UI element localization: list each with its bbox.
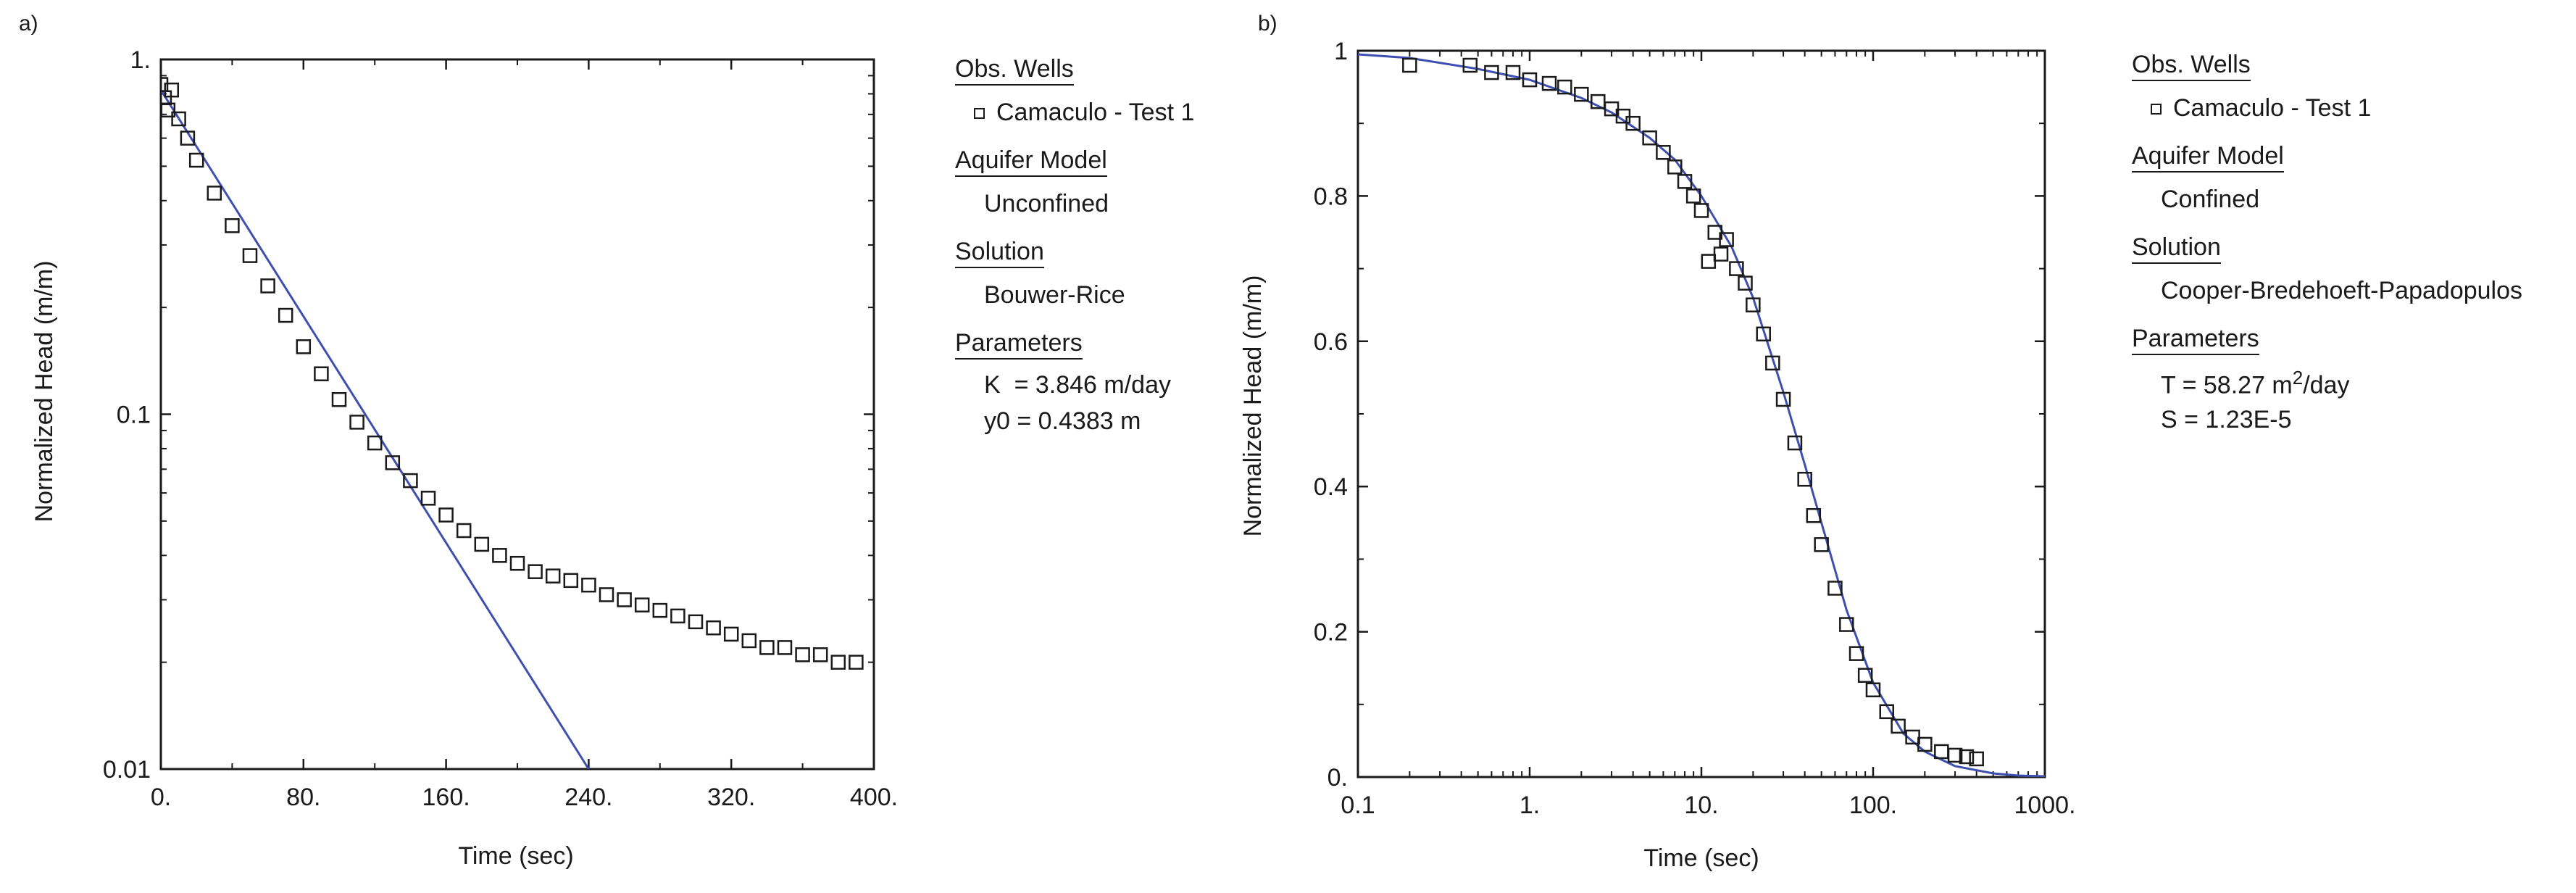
legend-solution-header: Solution — [2132, 235, 2221, 264]
data-point — [164, 82, 180, 98]
data-point — [474, 536, 490, 552]
legend-solution-header: Solution — [955, 239, 1044, 268]
data-point — [171, 111, 186, 127]
data-point — [812, 647, 828, 663]
data-point — [795, 647, 810, 663]
data-point — [456, 523, 472, 539]
legend-b: Obs. Wells Camaculo - Test 1 Aquifer Mod… — [2132, 52, 2567, 458]
x-tick-label: 80. — [286, 784, 320, 811]
fitted-curve — [161, 89, 590, 769]
data-point — [617, 592, 632, 607]
data-point — [759, 640, 775, 655]
legend-model-value: Unconfined — [984, 190, 1109, 217]
data-point — [670, 608, 685, 624]
legend-obs-header: Obs. Wells — [955, 57, 1074, 86]
data-point — [688, 614, 704, 630]
legend-obs-item: Camaculo - Test 1 — [2151, 96, 2371, 120]
y-tick-label: 1. — [130, 46, 151, 74]
legend-model-header: Aquifer Model — [955, 148, 1107, 177]
data-point — [581, 577, 596, 593]
data-point — [438, 507, 454, 523]
data-point — [599, 587, 614, 602]
plot-frame — [159, 58, 875, 771]
data-point — [188, 152, 204, 168]
data-point — [403, 473, 418, 489]
data-point — [314, 366, 329, 381]
data-point — [180, 130, 196, 146]
data-point — [161, 77, 169, 92]
data-point — [528, 564, 543, 579]
data-point — [161, 102, 176, 118]
panel-label-a: a) — [19, 12, 38, 36]
data-point — [331, 391, 347, 407]
x-tick-label: 320. — [707, 784, 755, 811]
data-point — [634, 597, 650, 612]
legend-params-header: Parameters — [2132, 326, 2259, 355]
square-marker-icon — [974, 108, 985, 119]
data-point — [741, 633, 757, 649]
legend-obs-item: Camaculo - Test 1 — [974, 100, 1194, 125]
data-point — [830, 655, 846, 670]
legend-solution-value: Bouwer-Rice — [984, 281, 1125, 309]
data-point — [225, 218, 240, 233]
legend-params-header: Parameters — [955, 331, 1083, 360]
legend-a: Obs. Wells Camaculo - Test 1 Aquifer Mod… — [955, 57, 1332, 462]
data-point — [242, 248, 258, 263]
data-point — [420, 491, 436, 506]
x-tick-label: 400. — [850, 784, 898, 811]
data-point — [385, 455, 401, 470]
x-tick-label: 0. — [151, 784, 171, 811]
y-tick-label: 0.01 — [103, 756, 151, 784]
x-tick-label: 160. — [422, 784, 470, 811]
legend-obs-header: Obs. Wells — [2132, 52, 2251, 81]
data-point — [260, 278, 275, 294]
legend-param-y0: y0 = 0.4383 m — [984, 407, 1141, 435]
data-point — [706, 620, 721, 636]
data-point — [207, 186, 222, 201]
data-point — [492, 548, 507, 563]
legend-param-k: K = 3.846 m/day — [984, 371, 1171, 399]
legend-model-value: Confined — [2161, 186, 2260, 213]
square-marker-icon — [2151, 104, 2162, 115]
y-axis-label-a: Normalized Head (m/m) — [30, 261, 58, 523]
data-point — [278, 307, 293, 323]
data-point — [296, 339, 312, 354]
data-point — [545, 568, 561, 583]
data-point — [723, 626, 739, 642]
data-point — [563, 573, 579, 589]
data-point — [349, 415, 364, 430]
legend-param-s: S = 1.23E-5 — [2161, 406, 2292, 433]
y-tick-label: 0.1 — [117, 402, 151, 429]
x-axis-label-a: Time (sec) — [458, 842, 573, 870]
legend-param-t: T = 58.27 m2/day — [2161, 367, 2350, 399]
data-point — [777, 640, 793, 655]
plot-area-a: 0. 80. 160. 240. 320. 400. 1. 0.1 0.01 — [103, 46, 898, 811]
legend-model-header: Aquifer Model — [2132, 144, 2284, 173]
data-point — [652, 602, 668, 618]
data-point — [849, 655, 864, 670]
data-point — [367, 435, 383, 451]
legend-solution-value: Cooper-Bredehoeft-Papadopulos — [2161, 277, 2523, 304]
data-point — [509, 555, 525, 571]
x-tick-label: 240. — [564, 784, 612, 811]
